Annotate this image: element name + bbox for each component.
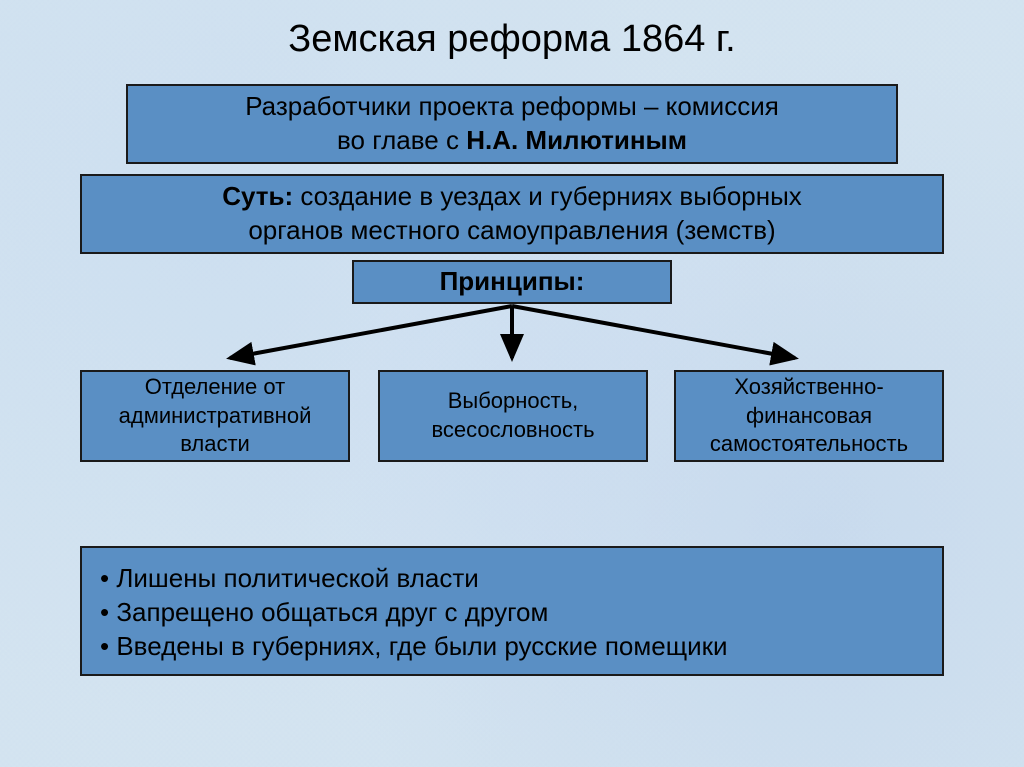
developers-line2-bold: Н.А. Милютиным <box>466 125 687 155</box>
principle3-line1: Хозяйственно- <box>734 374 883 399</box>
principle3-line3: самостоятельность <box>710 431 908 456</box>
principle3-line2: финансовая <box>746 403 872 428</box>
slide-title: Земская реформа 1864 г. <box>0 18 1024 61</box>
principle2-line2: всесословность <box>431 417 594 442</box>
essence-line2: органов местного самоуправления (земств) <box>248 215 775 245</box>
essence-box: Суть: создание в уездах и губерниях выбо… <box>80 174 944 254</box>
principles-label: Принципы: <box>440 265 585 299</box>
principle3-text: Хозяйственно- финансовая самостоятельнос… <box>710 373 908 459</box>
essence-text: Суть: создание в уездах и губерниях выбо… <box>222 180 802 248</box>
principle1-text: Отделение от административной власти <box>119 373 312 459</box>
bullet-1: • Лишены политической власти <box>100 562 924 596</box>
developers-line2-prefix: во главе с <box>337 125 466 155</box>
principle-box-1: Отделение от административной власти <box>80 370 350 462</box>
principle1-line1: Отделение от <box>145 374 286 399</box>
limitations-box: • Лишены политической власти • Запрещено… <box>80 546 944 676</box>
principle-box-3: Хозяйственно- финансовая самостоятельнос… <box>674 370 944 462</box>
principle-box-2: Выборность, всесословность <box>378 370 648 462</box>
limitations-text: • Лишены политической власти • Запрещено… <box>100 562 924 663</box>
principles-label-box: Принципы: <box>352 260 672 304</box>
principle1-line2: административной <box>119 403 312 428</box>
essence-line1-rest: создание в уездах и губерниях выборных <box>293 181 802 211</box>
developers-box: Разработчики проекта реформы – комиссия … <box>126 84 898 164</box>
principle1-line3: власти <box>180 431 250 456</box>
bullet-2: • Запрещено общаться друг с другом <box>100 596 924 630</box>
developers-line1: Разработчики проекта реформы – комиссия <box>245 91 779 121</box>
principle2-text: Выборность, всесословность <box>431 387 594 444</box>
bullet-3: • Введены в губерниях, где были русские … <box>100 630 924 664</box>
principle2-line1: Выборность, <box>448 388 579 413</box>
essence-prefix: Суть: <box>222 181 293 211</box>
developers-text: Разработчики проекта реформы – комиссия … <box>245 90 779 158</box>
